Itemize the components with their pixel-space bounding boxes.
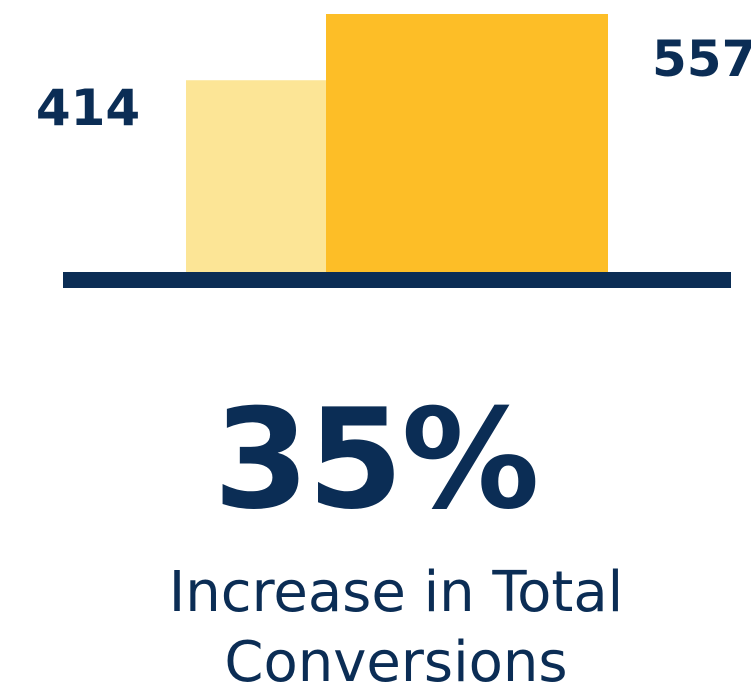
bar-chart: 414 557: [36, 14, 751, 288]
stat-caption: Increase in Total Conversions: [0, 558, 751, 698]
bar-value-label-1: 414: [36, 79, 140, 137]
bars-layer: [186, 14, 608, 272]
stat-caption-line-1: Increase in Total: [168, 560, 624, 625]
stat-caption-line-2: Conversions: [224, 630, 568, 695]
x-axis-baseline: [63, 272, 731, 288]
bar-2: [326, 14, 608, 272]
bar-value-label-2: 557: [652, 30, 751, 88]
percent-increase-stat: 35%: [213, 379, 539, 540]
bar-1: [186, 80, 328, 272]
